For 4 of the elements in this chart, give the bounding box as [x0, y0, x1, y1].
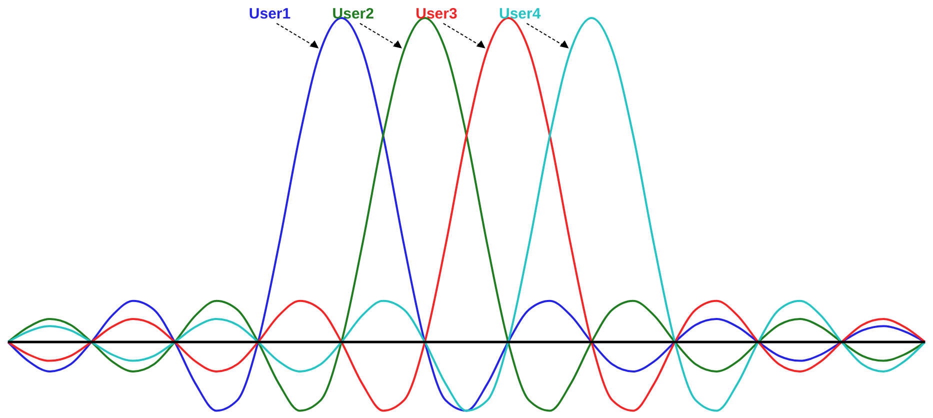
- text: User2: [332, 5, 374, 22]
- text: User4: [499, 5, 542, 22]
- text: User3: [416, 5, 458, 22]
- text: User1: [248, 5, 291, 22]
